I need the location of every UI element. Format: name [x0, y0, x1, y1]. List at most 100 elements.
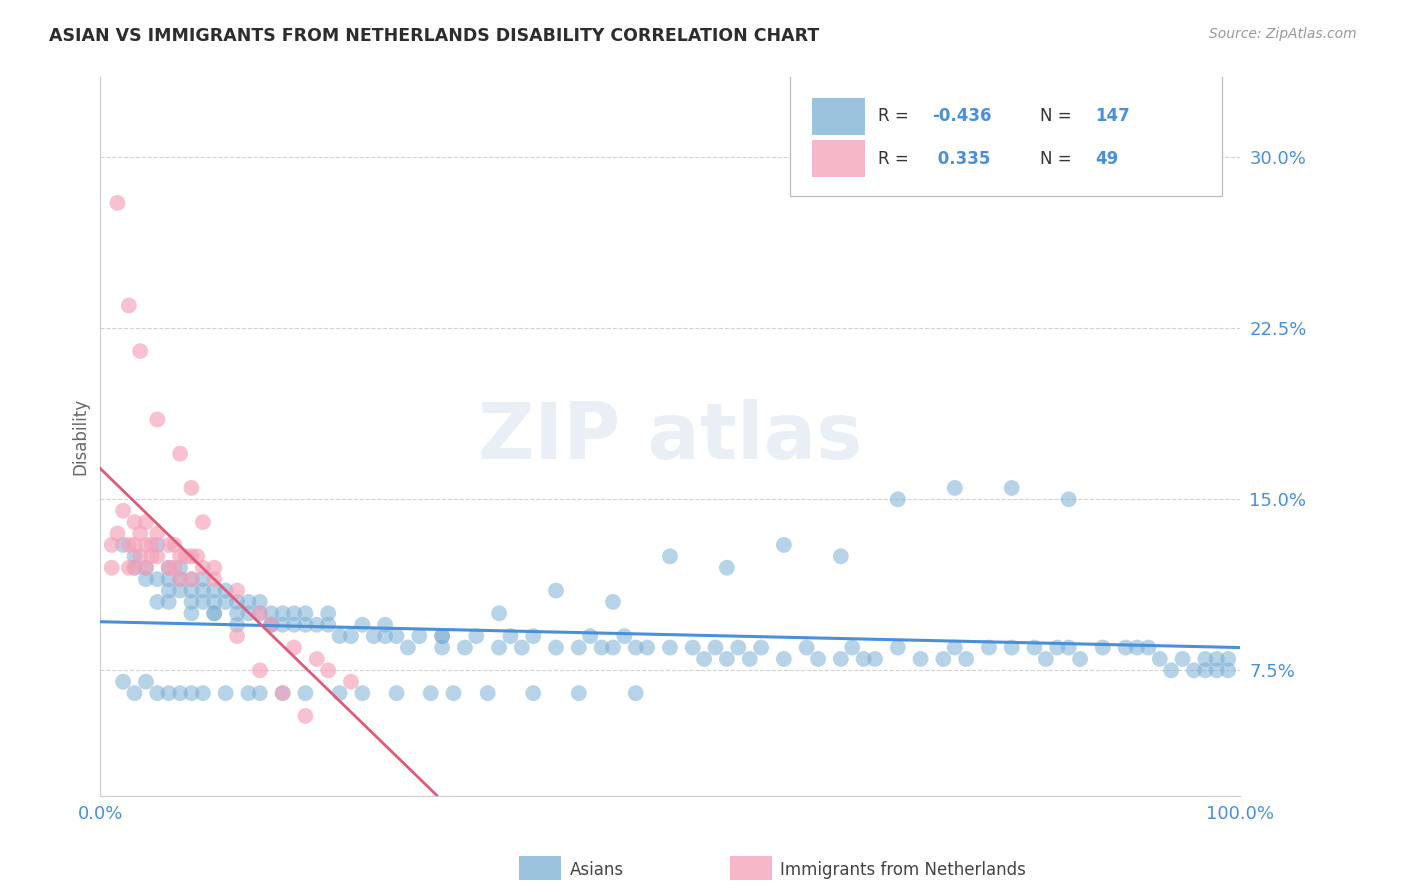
Point — [1035, 652, 1057, 666]
Point — [488, 607, 510, 621]
Point — [191, 686, 214, 700]
Point — [112, 504, 135, 518]
Point — [773, 652, 796, 666]
Point — [146, 538, 169, 552]
Point — [180, 595, 202, 609]
Point — [352, 686, 374, 700]
Point — [271, 607, 294, 621]
Point — [100, 560, 122, 574]
Point — [202, 607, 225, 621]
Point — [1205, 652, 1227, 666]
Point — [226, 595, 249, 609]
Point — [238, 607, 260, 621]
Point — [716, 652, 738, 666]
Point — [118, 298, 141, 312]
Point — [1091, 640, 1114, 655]
Point — [226, 629, 249, 643]
Text: ASIAN VS IMMIGRANTS FROM NETHERLANDS DISABILITY CORRELATION CHART: ASIAN VS IMMIGRANTS FROM NETHERLANDS DIS… — [49, 27, 820, 45]
Point — [499, 629, 522, 643]
Point — [1001, 481, 1024, 495]
Point — [841, 640, 863, 655]
Point — [238, 595, 260, 609]
Point — [146, 686, 169, 700]
Point — [260, 607, 283, 621]
FancyBboxPatch shape — [813, 140, 865, 178]
Point — [305, 617, 328, 632]
Point — [112, 538, 135, 552]
Point — [510, 640, 533, 655]
Point — [191, 572, 214, 586]
Text: 147: 147 — [1095, 107, 1129, 125]
Point — [169, 560, 191, 574]
Point — [955, 652, 977, 666]
Point — [283, 617, 305, 632]
Point — [430, 629, 453, 643]
Point — [522, 686, 544, 700]
Point — [135, 560, 157, 574]
Point — [135, 674, 157, 689]
Point — [796, 640, 818, 655]
Point — [568, 686, 591, 700]
Point — [522, 629, 544, 643]
Point — [124, 549, 146, 564]
Text: 0.335: 0.335 — [932, 150, 990, 168]
Point — [135, 515, 157, 529]
Point — [157, 560, 180, 574]
Point — [887, 640, 910, 655]
Point — [157, 538, 180, 552]
Point — [169, 583, 191, 598]
Point — [283, 640, 305, 655]
Point — [1057, 492, 1080, 507]
Point — [249, 686, 271, 700]
Point — [157, 686, 180, 700]
Point — [271, 686, 294, 700]
Text: R =: R = — [879, 150, 914, 168]
Point — [124, 560, 146, 574]
Point — [163, 560, 186, 574]
Point — [704, 640, 727, 655]
Point — [157, 595, 180, 609]
Point — [129, 344, 152, 359]
Point — [1137, 640, 1160, 655]
Point — [180, 607, 202, 621]
Point — [624, 640, 647, 655]
Text: Asians: Asians — [569, 861, 623, 879]
Point — [658, 549, 681, 564]
Point — [294, 617, 316, 632]
Point — [226, 607, 249, 621]
Point — [129, 549, 152, 564]
Point — [191, 595, 214, 609]
Point — [169, 572, 191, 586]
Point — [363, 629, 385, 643]
Point — [294, 709, 316, 723]
Point — [749, 640, 772, 655]
Point — [135, 572, 157, 586]
Point — [294, 686, 316, 700]
Point — [271, 617, 294, 632]
Point — [568, 640, 591, 655]
Point — [226, 617, 249, 632]
Point — [773, 538, 796, 552]
Point — [1001, 640, 1024, 655]
Point — [977, 640, 1000, 655]
Point — [863, 652, 886, 666]
Point — [738, 652, 761, 666]
Point — [249, 595, 271, 609]
Point — [1205, 663, 1227, 677]
Point — [943, 481, 966, 495]
Point — [352, 617, 374, 632]
FancyBboxPatch shape — [790, 75, 1222, 196]
Point — [180, 583, 202, 598]
Point — [385, 686, 408, 700]
Point — [260, 617, 283, 632]
Point — [1069, 652, 1091, 666]
Point — [488, 640, 510, 655]
Point — [214, 595, 236, 609]
Point — [214, 583, 236, 598]
Point — [408, 629, 430, 643]
Point — [852, 652, 875, 666]
Point — [430, 640, 453, 655]
Point — [682, 640, 704, 655]
FancyBboxPatch shape — [813, 97, 865, 135]
Point — [636, 640, 658, 655]
